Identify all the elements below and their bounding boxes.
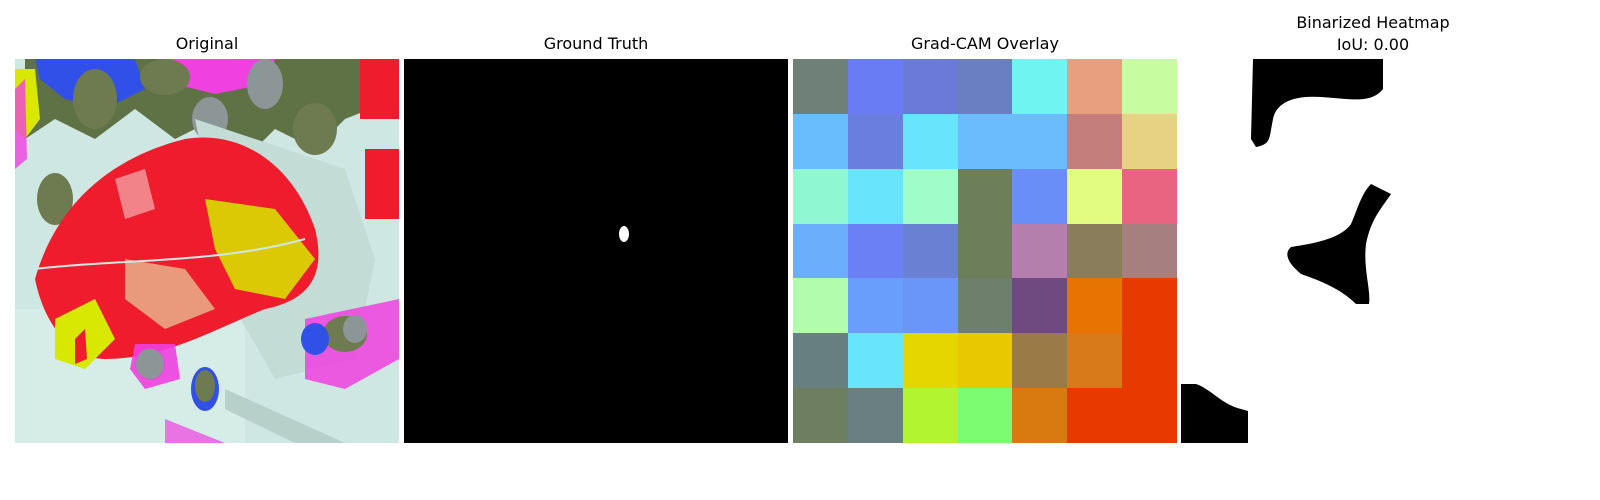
panel-binarized-heatmap: Binarized Heatmap IoU: 0.00 bbox=[1181, 0, 1565, 500]
original-image-art bbox=[15, 59, 399, 443]
heatmap-cell bbox=[958, 224, 1012, 278]
heatmap-cell bbox=[1067, 224, 1122, 278]
panel-subtitle-iou: IoU: 0.00 bbox=[1181, 35, 1565, 55]
heatmap-cell bbox=[1012, 224, 1067, 278]
heatmap-cell bbox=[1067, 169, 1122, 224]
heatmap-cell bbox=[903, 59, 958, 114]
heatmap-cell bbox=[1122, 388, 1177, 443]
heatmap-cell bbox=[793, 224, 848, 278]
heatmap-cell bbox=[903, 388, 958, 443]
heatmap-cell bbox=[1122, 169, 1177, 224]
heatmap-cell bbox=[903, 224, 958, 278]
heatmap-cell bbox=[1067, 333, 1122, 388]
heatmap-cell bbox=[958, 333, 1012, 388]
heatmap-cell bbox=[848, 388, 903, 443]
heatmap-cell bbox=[1012, 169, 1067, 224]
heatmap-cell bbox=[793, 59, 848, 114]
panel-gradcam-overlay: Grad-CAM Overlay bbox=[793, 0, 1177, 500]
heatmap-cell bbox=[1012, 278, 1067, 333]
gradcam-heatmap bbox=[793, 59, 1177, 443]
heatmap-cell bbox=[1122, 224, 1177, 278]
heatmap-cell bbox=[1122, 114, 1177, 169]
heatmap-cell bbox=[1067, 59, 1122, 114]
panel-ground-truth: Ground Truth bbox=[404, 0, 788, 500]
binarized-heatmap-art bbox=[1181, 59, 1565, 443]
heatmap-cell bbox=[903, 278, 958, 333]
panel-title: Ground Truth bbox=[404, 34, 788, 54]
original-image bbox=[15, 59, 399, 443]
heatmap-cell bbox=[1122, 333, 1177, 388]
heatmap-cell bbox=[793, 333, 848, 388]
heatmap-cell bbox=[1067, 278, 1122, 333]
panel-title: Binarized Heatmap bbox=[1181, 13, 1565, 33]
heatmap-cell bbox=[903, 169, 958, 224]
heatmap-cell bbox=[903, 333, 958, 388]
heatmap-cell bbox=[1122, 59, 1177, 114]
heatmap-cell bbox=[848, 278, 903, 333]
heatmap-cell bbox=[958, 59, 1012, 114]
heatmap-cell bbox=[1012, 59, 1067, 114]
heatmap-cell bbox=[1012, 388, 1067, 443]
heatmap-cell bbox=[848, 114, 903, 169]
heatmap-cell bbox=[793, 169, 848, 224]
panel-title: Original bbox=[15, 34, 399, 54]
gradcam-grid bbox=[793, 59, 1177, 443]
heatmap-cell bbox=[958, 169, 1012, 224]
panel-original: Original bbox=[15, 0, 399, 500]
ground-truth-mask bbox=[404, 59, 788, 443]
panel-title: Grad-CAM Overlay bbox=[793, 34, 1177, 54]
heatmap-cell bbox=[793, 388, 848, 443]
heatmap-cell bbox=[903, 114, 958, 169]
heatmap-cell bbox=[848, 224, 903, 278]
heatmap-cell bbox=[1067, 114, 1122, 169]
mask-region bbox=[619, 226, 629, 242]
heatmap-cell bbox=[848, 333, 903, 388]
heatmap-cell bbox=[848, 169, 903, 224]
binarized-heatmap bbox=[1181, 59, 1565, 443]
heatmap-cell bbox=[958, 114, 1012, 169]
heatmap-cell bbox=[1012, 114, 1067, 169]
heatmap-cell bbox=[848, 59, 903, 114]
ground-truth-mask-art bbox=[404, 59, 788, 443]
heatmap-cell bbox=[1067, 388, 1122, 443]
heatmap-cell bbox=[958, 278, 1012, 333]
heatmap-cell bbox=[1012, 333, 1067, 388]
heatmap-cell bbox=[1122, 278, 1177, 333]
heatmap-cell bbox=[793, 278, 848, 333]
heatmap-cell bbox=[793, 114, 848, 169]
heatmap-cell bbox=[958, 388, 1012, 443]
